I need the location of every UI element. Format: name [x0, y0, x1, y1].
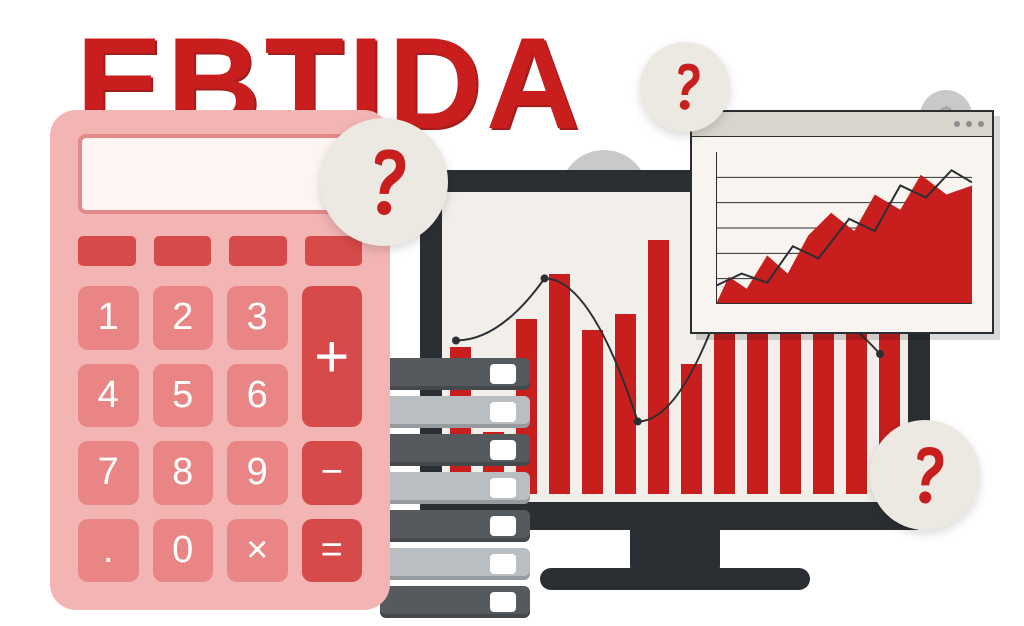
calculator-key: 4: [78, 364, 139, 428]
popup-titlebar: [692, 112, 992, 137]
binder: [380, 548, 530, 580]
calculator-key: .: [78, 519, 139, 583]
calculator-key: +: [302, 286, 363, 427]
calculator-fn-key: [154, 236, 212, 266]
binder: [380, 396, 530, 428]
window-dot-icon: [978, 121, 984, 127]
calculator-key: 6: [227, 364, 288, 428]
calculator-key: 1: [78, 286, 139, 350]
calculator-fn-key: [78, 236, 136, 266]
calculator-keypad: 123+456 789−.0×=: [78, 286, 362, 582]
infographic-stage: $ $ EBTIDA: [0, 0, 1024, 626]
question-mark-icon: [640, 42, 730, 132]
bar: [549, 274, 570, 494]
window-dot-icon: [954, 121, 960, 127]
bar: [648, 240, 669, 494]
calculator-key: −: [302, 441, 363, 505]
binder: [380, 472, 530, 504]
popup-chart-window: [690, 110, 994, 334]
calculator-fn-key: [229, 236, 287, 266]
calculator-key: 9: [227, 441, 288, 505]
calculator-key: 5: [153, 364, 214, 428]
calculator-fn-key: [305, 236, 363, 266]
binder: [380, 586, 530, 618]
binder: [380, 434, 530, 466]
calculator-key: 7: [78, 441, 139, 505]
question-mark-icon: [870, 420, 980, 530]
bar: [615, 314, 636, 494]
calculator-key: ×: [227, 519, 288, 583]
bar: [681, 364, 702, 494]
monitor-base: [540, 568, 810, 590]
calculator-key: 3: [227, 286, 288, 350]
binder: [380, 358, 530, 390]
calculator-fn-row: [78, 236, 362, 266]
calculator-key: 2: [153, 286, 214, 350]
calculator-key: 8: [153, 441, 214, 505]
bar: [582, 330, 603, 494]
binder: [380, 510, 530, 542]
monitor-neck: [630, 516, 720, 576]
question-mark-icon: [320, 118, 448, 246]
binder-stack: [380, 352, 530, 618]
calculator-key: 0: [153, 519, 214, 583]
popup-area-chart: [716, 152, 972, 304]
calculator-key: =: [302, 519, 363, 583]
window-dot-icon: [966, 121, 972, 127]
